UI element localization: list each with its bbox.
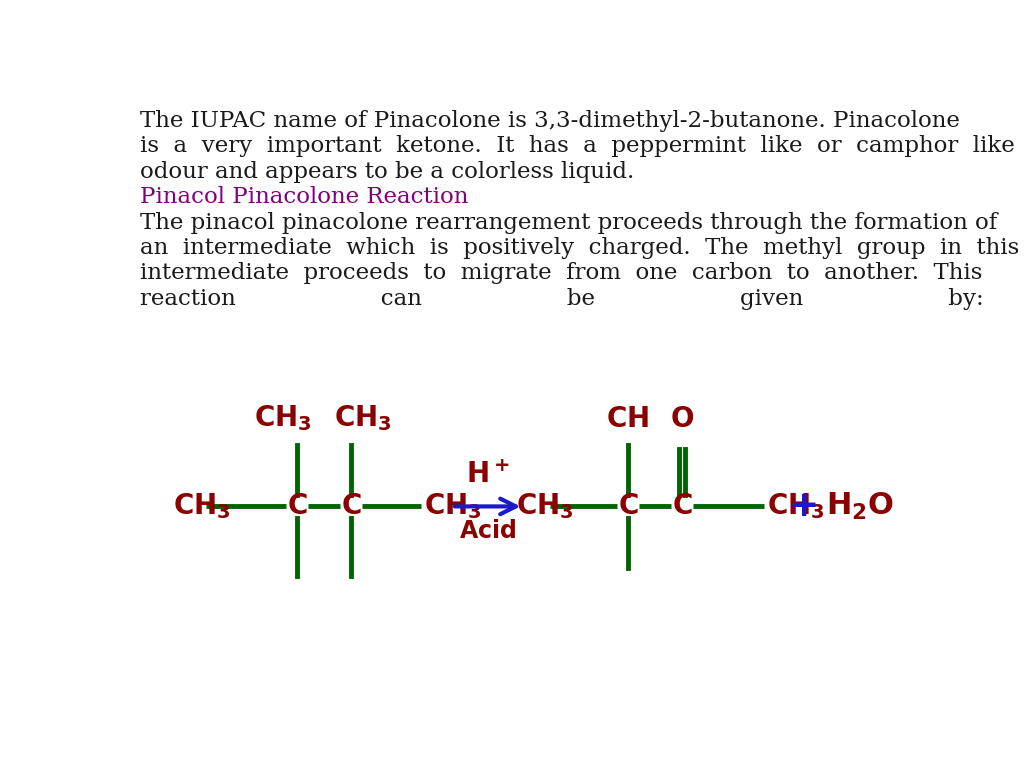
Text: $\mathbf{Acid}$: $\mathbf{Acid}$ — [459, 520, 516, 543]
Text: $\mathbf{C}$: $\mathbf{C}$ — [672, 493, 692, 520]
Text: $\mathbf{C}$: $\mathbf{C}$ — [341, 493, 361, 520]
Text: Pinacol Pinacolone Reaction: Pinacol Pinacolone Reaction — [139, 186, 468, 208]
Text: $\mathbf{O}$: $\mathbf{O}$ — [670, 406, 694, 433]
Text: $\mathbf{C}$: $\mathbf{C}$ — [617, 493, 638, 520]
Text: $\mathbf{H_2O}$: $\mathbf{H_2O}$ — [825, 491, 893, 522]
Text: $\mathbf{CH_3}$: $\mathbf{CH_3}$ — [254, 403, 312, 433]
Text: $\mathbf{+}$: $\mathbf{+}$ — [788, 489, 816, 524]
Text: an  intermediate  which  is  positively  charged.  The  methyl  group  in  this: an intermediate which is positively char… — [139, 237, 1019, 259]
Text: $\mathbf{CH}$: $\mathbf{CH}$ — [606, 406, 649, 433]
Text: is  a  very  important  ketone.  It  has  a  peppermint  like  or  camphor  like: is a very important ketone. It has a pep… — [139, 135, 1015, 157]
Text: $\mathbf{CH_3}$: $\mathbf{CH_3}$ — [173, 492, 230, 521]
Text: The IUPAC name of Pinacolone is 3,3-dimethyl-2-butanone. Pinacolone: The IUPAC name of Pinacolone is 3,3-dime… — [139, 110, 959, 132]
Text: The pinacol pinacolone rearrangement proceeds through the formation of: The pinacol pinacolone rearrangement pro… — [139, 211, 997, 233]
Text: $\mathbf{C}$: $\mathbf{C}$ — [287, 493, 307, 520]
Text: reaction                    can                    be                    given  : reaction can be given — [139, 288, 983, 310]
Text: $\mathbf{CH_3}$: $\mathbf{CH_3}$ — [334, 403, 392, 433]
Text: $\mathbf{CH_3}$: $\mathbf{CH_3}$ — [424, 492, 482, 521]
Text: $\mathbf{CH_3}$: $\mathbf{CH_3}$ — [515, 492, 573, 521]
Text: $\mathbf{H^+}$: $\mathbf{H^+}$ — [466, 462, 509, 489]
Text: odour and appears to be a colorless liquid.: odour and appears to be a colorless liqu… — [139, 161, 634, 183]
Text: $\mathbf{CH_3}$: $\mathbf{CH_3}$ — [767, 492, 824, 521]
Text: intermediate  proceeds  to  migrate  from  one  carbon  to  another.  This: intermediate proceeds to migrate from on… — [139, 263, 982, 284]
